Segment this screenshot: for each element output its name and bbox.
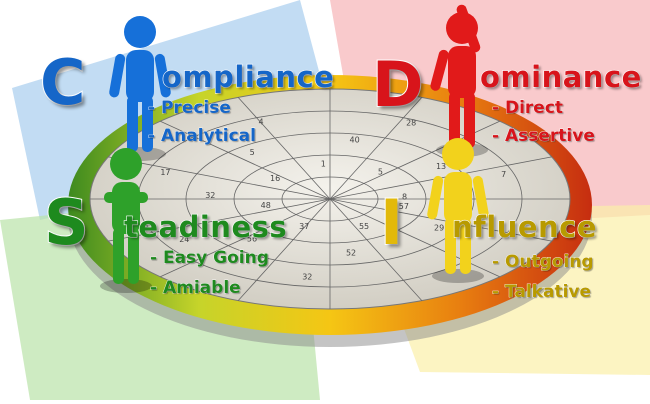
influence-trait-2: - Talkative [492, 282, 592, 303]
influence-figure-shadow [432, 269, 484, 283]
dominance-trait-2: - Assertive [492, 126, 596, 147]
wheel-spoke-10 [160, 120, 331, 200]
influence-title: nfluence [451, 209, 598, 244]
wheel-spoke-1 [329, 198, 552, 242]
wheel-number: 16 [270, 174, 280, 183]
steadiness-figure-left-leg [113, 228, 124, 284]
wheel-spoke-2 [329, 198, 500, 278]
compliance-trait-1: - Precise [148, 98, 232, 119]
wheel-spoke-7 [108, 198, 331, 242]
wheel-number: 5 [378, 167, 383, 176]
wheel-spoke-13 [329, 97, 423, 200]
wheel-number: 32 [302, 272, 312, 281]
compliance-big-letter: C [39, 45, 86, 120]
dominance-figure-left-leg [449, 92, 460, 148]
compliance-title: ompliance [161, 59, 335, 94]
steadiness-figure-head [110, 148, 142, 180]
influence-figure-torso [444, 172, 472, 224]
influence-figure-left-arm [427, 175, 444, 220]
wheel-number: 55 [359, 222, 369, 231]
wheel-number: 37 [299, 222, 309, 231]
compliance-figure-left-arm [109, 53, 126, 98]
compliance-figure-left-leg [127, 96, 138, 152]
wheel-number: 8 [402, 192, 407, 201]
influence-trait-1: - Outgoing [492, 252, 594, 273]
dominance-trait-1: - Direct [492, 98, 564, 119]
compliance-figure [109, 16, 171, 161]
influence-figure-right-arm [472, 175, 489, 220]
compliance-figure-right-leg [142, 96, 153, 152]
wheel-spoke-6 [160, 198, 331, 278]
compliance-figure-torso [126, 50, 154, 102]
wheel-number: 7 [501, 170, 506, 179]
wheel-number: 40 [350, 136, 360, 145]
influence-figure-right-leg [460, 218, 471, 274]
dominance-figure-left-arm [430, 49, 449, 91]
wheel-number: 17 [160, 168, 170, 177]
dominance-figure-torso [448, 46, 476, 98]
steadiness-big-letter: S [43, 185, 90, 260]
dominance-title: ominance [479, 59, 642, 94]
dominance-big-letter: D [371, 47, 424, 122]
wheel-spoke-5 [237, 198, 331, 301]
steadiness-figure-shadow [100, 279, 152, 293]
dominance-figure-right-leg [464, 92, 475, 148]
compliance-trait-2: - Analytical [148, 126, 257, 147]
wheel-number: 48 [261, 201, 271, 210]
compliance-figure-head [124, 16, 156, 48]
influence-big-letter: I [379, 185, 404, 260]
wheel-number: 52 [346, 249, 356, 258]
influence-figure-head [442, 138, 474, 170]
influence-figure [427, 138, 489, 283]
wheel-number: 32 [205, 191, 215, 200]
steadiness-figure-crossed-arms [104, 192, 148, 203]
dominance-figure [430, 4, 488, 157]
wheel-number: 13 [436, 162, 446, 171]
wheel-number: 1 [321, 159, 326, 168]
wheel-number: 28 [406, 118, 416, 127]
wheel-number: 5 [250, 148, 255, 157]
wheel-number: 4 [259, 117, 264, 126]
wheel-number: 57 [399, 202, 409, 211]
influence-figure-left-leg [445, 218, 456, 274]
wheel-number: 56 [247, 235, 257, 244]
compliance-figure-right-arm [154, 53, 171, 98]
wheel-spoke-11 [237, 97, 331, 200]
dominance-figure-raised-arm [456, 4, 481, 53]
wheel-spoke-9 [108, 156, 331, 200]
wheel-spoke-3 [329, 198, 423, 301]
wheel-number: 29 [434, 224, 444, 233]
steadiness-figure [100, 148, 152, 293]
steadiness-figure-right-leg [128, 228, 139, 284]
steadiness-trait-2: - Amiable [150, 278, 241, 299]
steadiness-title: teadiness [123, 209, 288, 244]
steadiness-trait-1: - Easy Going [150, 248, 270, 269]
wheel-number: 24 [179, 235, 189, 244]
